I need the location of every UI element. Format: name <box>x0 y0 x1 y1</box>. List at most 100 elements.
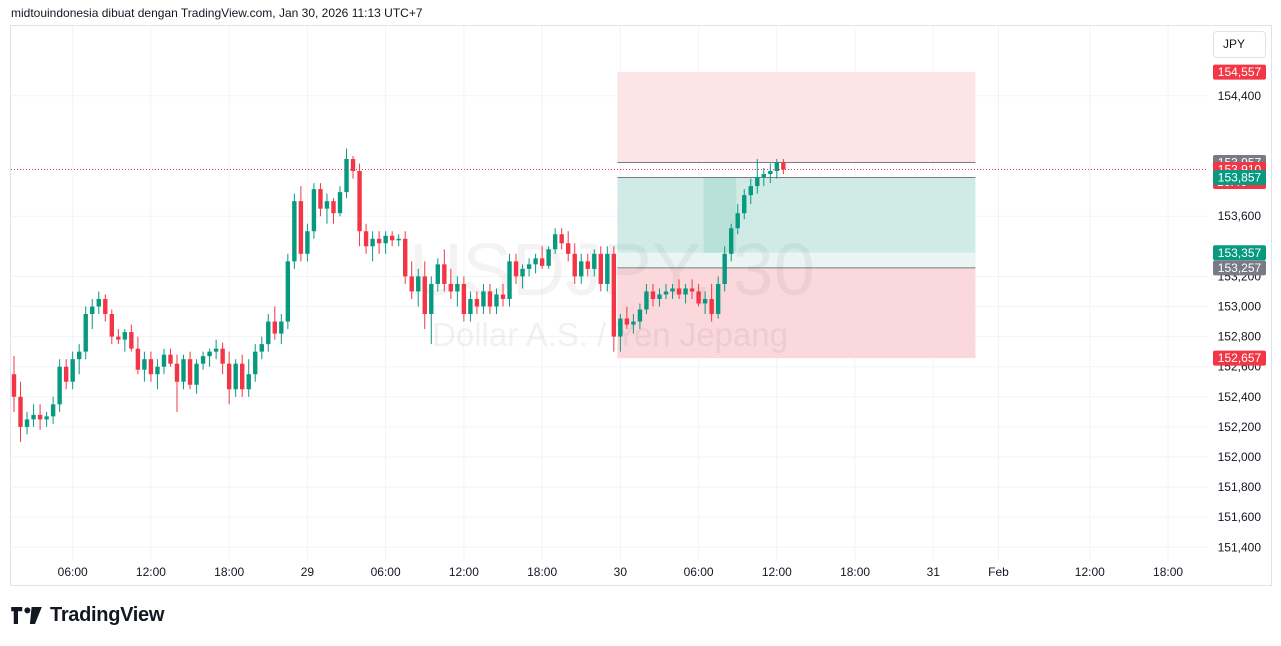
position-tool[interactable] <box>617 72 976 359</box>
candle-body[interactable] <box>689 288 695 292</box>
candle-body[interactable] <box>683 288 688 295</box>
candle-body[interactable] <box>57 366 62 405</box>
candle-body[interactable] <box>357 171 362 232</box>
candle-body[interactable] <box>715 283 721 315</box>
candle-body[interactable] <box>455 283 460 292</box>
candle-body[interactable] <box>539 258 545 266</box>
tradingview-logo[interactable]: TradingView <box>11 604 164 627</box>
candle-body[interactable] <box>670 288 675 292</box>
profit-zone[interactable] <box>617 177 976 253</box>
candle-body[interactable] <box>579 261 584 277</box>
candle-body[interactable] <box>37 414 43 420</box>
time-axis[interactable]: 06:00 12:00 18:00 29 06:00 12:00 18:00 30 06:00 1… <box>58 565 1184 579</box>
candle-body[interactable] <box>416 276 421 292</box>
candle-body[interactable] <box>11 374 17 397</box>
candle-body[interactable] <box>246 374 251 390</box>
candle-body[interactable] <box>566 243 571 254</box>
chart-area[interactable] <box>10 25 1272 586</box>
candle-body[interactable] <box>292 201 297 262</box>
candle-body[interactable] <box>279 321 284 334</box>
candle-body[interactable] <box>696 291 701 304</box>
candle-body[interactable] <box>194 363 199 385</box>
candle-body[interactable] <box>44 416 49 420</box>
candle-body[interactable] <box>135 348 141 370</box>
candle-body[interactable] <box>285 261 291 322</box>
candle-body[interactable] <box>272 321 277 334</box>
candle-body[interactable] <box>585 261 590 269</box>
candle-body[interactable] <box>709 298 714 315</box>
candle-body[interactable] <box>344 159 349 193</box>
candle-body[interactable] <box>448 283 454 292</box>
candle-body[interactable] <box>142 359 147 370</box>
candle-body[interactable] <box>31 414 36 420</box>
candle-body[interactable] <box>337 192 343 214</box>
candle-body[interactable] <box>598 253 603 284</box>
candle-body[interactable] <box>552 234 558 250</box>
candle-body[interactable] <box>618 318 623 337</box>
candle-body[interactable] <box>487 291 493 307</box>
candle-body[interactable] <box>650 291 656 299</box>
candle-body[interactable] <box>129 332 134 349</box>
candle-body[interactable] <box>181 359 186 382</box>
currency-selector[interactable]: JPY <box>1213 31 1266 58</box>
candle-body[interactable] <box>109 314 114 337</box>
candle-body[interactable] <box>350 159 356 172</box>
candle-body[interactable] <box>305 231 310 254</box>
candle-body[interactable] <box>546 249 551 266</box>
candle-body[interactable] <box>735 213 740 229</box>
candle-body[interactable] <box>657 294 662 299</box>
candle-body[interactable] <box>318 189 323 209</box>
candle-body[interactable] <box>461 283 467 315</box>
candle-body[interactable] <box>90 306 95 315</box>
candle-body[interactable] <box>403 238 408 277</box>
candle-body[interactable] <box>370 238 375 247</box>
candle-body[interactable] <box>435 264 440 284</box>
candle-body[interactable] <box>729 228 734 254</box>
candle-body[interactable] <box>768 171 773 175</box>
candle-body[interactable] <box>559 234 564 244</box>
candle-body[interactable] <box>761 174 766 178</box>
candle-body[interactable] <box>781 162 786 170</box>
candle-body[interactable] <box>259 344 264 352</box>
upper-loss-zone[interactable] <box>617 72 976 163</box>
candle-body[interactable] <box>611 253 617 337</box>
candle-body[interactable] <box>526 264 532 269</box>
candle-body[interactable] <box>631 321 636 325</box>
candle-body[interactable] <box>63 366 69 382</box>
candle-body[interactable] <box>331 201 336 214</box>
candle-body[interactable] <box>77 351 82 360</box>
candle-body[interactable] <box>422 276 427 315</box>
candle-body[interactable] <box>122 332 128 340</box>
candle-body[interactable] <box>676 288 682 295</box>
candle-body[interactable] <box>396 238 401 241</box>
entry-band[interactable] <box>617 252 976 268</box>
candle-body[interactable] <box>442 264 447 284</box>
candle-body[interactable] <box>161 354 167 367</box>
candle-body[interactable] <box>702 298 708 304</box>
candle-body[interactable] <box>742 195 747 214</box>
candle-body[interactable] <box>240 363 245 390</box>
candle-body[interactable] <box>533 258 538 265</box>
candle-body[interactable] <box>774 162 780 172</box>
candle-body[interactable] <box>226 363 232 390</box>
candle-body[interactable] <box>637 309 643 322</box>
candle-body[interactable] <box>507 261 512 299</box>
candle-body[interactable] <box>389 235 395 241</box>
candle-body[interactable] <box>500 294 506 299</box>
candle-body[interactable] <box>50 404 56 417</box>
candle-body[interactable] <box>233 363 238 390</box>
candle-body[interactable] <box>605 253 610 284</box>
loss-zone[interactable] <box>617 267 976 359</box>
candle-body[interactable] <box>748 186 753 196</box>
candle-body[interactable] <box>18 396 23 427</box>
candle-body[interactable] <box>200 356 206 364</box>
candle-body[interactable] <box>363 231 369 247</box>
candle-body[interactable] <box>409 276 414 292</box>
candle-body[interactable] <box>220 348 225 364</box>
candle-body[interactable] <box>663 291 669 295</box>
candle-body[interactable] <box>253 351 258 375</box>
candle-body[interactable] <box>103 298 108 315</box>
candle-body[interactable] <box>429 283 434 315</box>
candle-body[interactable] <box>311 189 317 232</box>
candle-body[interactable] <box>481 291 486 307</box>
